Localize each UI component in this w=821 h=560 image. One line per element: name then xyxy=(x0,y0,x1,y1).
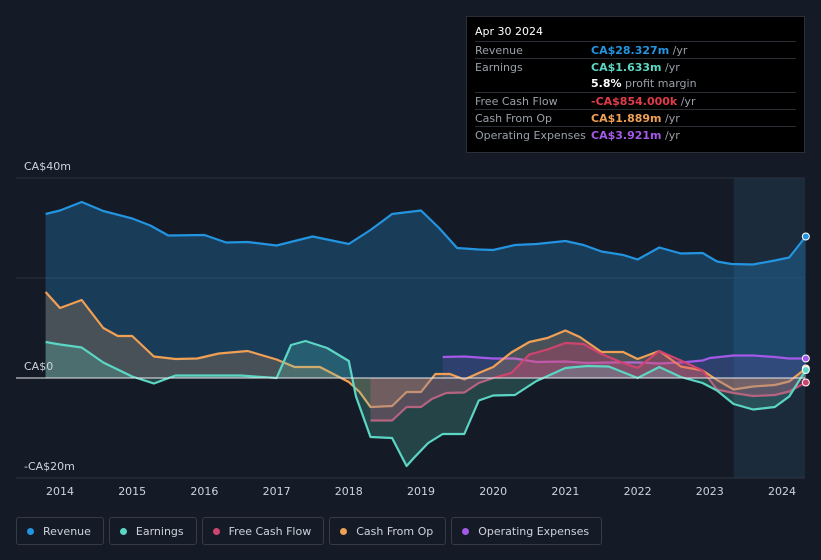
y-tick-label: CA$0 xyxy=(24,360,53,373)
series-area-cash-from-op xyxy=(45,292,806,407)
series-line-revenue xyxy=(45,200,807,266)
x-tick-label: 2016 xyxy=(190,485,218,498)
legend-dot-icon xyxy=(27,527,34,535)
legend: Revenue Earnings Free Cash Flow Cash Fro… xyxy=(16,517,603,547)
legend-dot-icon xyxy=(340,527,348,535)
tooltip-row-operating-expenses: Operating Expenses CA$3.921m /yr xyxy=(475,126,796,144)
x-tick-label: 2017 xyxy=(263,485,291,498)
series-area-operating-expenses xyxy=(442,355,806,378)
tooltip-row-earnings: Earnings CA$1.633m /yr xyxy=(475,58,796,76)
recent-period-band xyxy=(733,178,805,478)
x-tick-label: 2020 xyxy=(479,485,507,498)
series-area-free-cash-flow xyxy=(370,343,806,421)
series-line-operating-expenses xyxy=(442,354,806,365)
tooltip-value: CA$3.921m /yr xyxy=(591,129,680,142)
legend-item-revenue[interactable]: Revenue xyxy=(16,517,104,545)
series-line-earnings xyxy=(45,339,807,468)
legend-label: Cash From Op xyxy=(356,524,434,538)
y-tick-label: CA$40m xyxy=(24,160,71,173)
tooltip-value: -CA$854.000k /yr xyxy=(591,95,696,108)
legend-dot-icon xyxy=(119,527,127,535)
x-tick-label: 2021 xyxy=(551,485,579,498)
x-tick-label: 2014 xyxy=(46,485,74,498)
tooltip-row-free-cash-flow: Free Cash Flow -CA$854.000k /yr xyxy=(475,92,796,110)
legend-label: Operating Expenses xyxy=(478,524,590,538)
x-tick-label: 2023 xyxy=(696,485,724,498)
tooltip-label: Earnings xyxy=(475,61,523,74)
tooltip-value: CA$1.633m /yr xyxy=(591,61,680,74)
tooltip-value: 5.8% profit margin xyxy=(591,77,697,90)
series-line-free-cash-flow xyxy=(370,341,807,422)
legend-item-earnings[interactable]: Earnings xyxy=(108,517,197,545)
x-tick-label: 2018 xyxy=(335,485,363,498)
x-tick-label: 2024 xyxy=(768,485,796,498)
series-endpoint-free-cash-flow xyxy=(801,378,810,387)
legend-label: Revenue xyxy=(43,524,91,538)
legend-label: Earnings xyxy=(135,524,184,538)
tooltip-value: CA$28.327m /yr xyxy=(591,44,688,57)
series-area-earnings xyxy=(45,341,806,466)
tooltip-label: Operating Expenses xyxy=(475,129,586,142)
legend-item-free-cash-flow[interactable]: Free Cash Flow xyxy=(201,517,325,545)
y-tick-label: -CA$20m xyxy=(24,460,75,473)
tooltip-label: Revenue xyxy=(475,44,523,57)
series-endpoint-earnings xyxy=(801,366,810,374)
chart: CA$40m CA$0 -CA$20m 2014 2015 2016 2017 2018 201… xyxy=(16,160,810,498)
tooltip-panel: Apr 30 2024 Revenue CA$28.327m /yr Earni… xyxy=(466,16,805,153)
tooltip-label: Cash From Op xyxy=(475,112,553,125)
series-endpoint-operating-expenses xyxy=(801,354,810,363)
tooltip-label: Free Cash Flow xyxy=(475,95,558,108)
tooltip-row-profit-margin: 5.8% profit margin xyxy=(475,75,796,92)
series-endpoint-revenue xyxy=(801,232,810,241)
legend-dot-icon xyxy=(462,527,470,535)
series-area-revenue xyxy=(45,202,806,378)
tooltip-value: CA$1.889m /yr xyxy=(591,112,680,125)
tooltip-date: Apr 30 2024 xyxy=(475,25,544,38)
legend-dot-icon xyxy=(212,527,220,535)
series-line-cash-from-op xyxy=(44,291,807,409)
x-tick-label: 2022 xyxy=(624,485,652,498)
legend-item-operating-expenses[interactable]: Operating Expenses xyxy=(451,517,603,545)
x-tick-label: 2015 xyxy=(118,485,146,498)
x-tick-label: 2019 xyxy=(407,485,435,498)
legend-label: Free Cash Flow xyxy=(228,524,312,538)
tooltip-row-cash-from-op: Cash From Op CA$1.889m /yr xyxy=(475,109,796,127)
tooltip-row-revenue: Revenue CA$28.327m /yr xyxy=(475,41,796,59)
legend-item-cash-from-op[interactable]: Cash From Op xyxy=(329,517,447,545)
